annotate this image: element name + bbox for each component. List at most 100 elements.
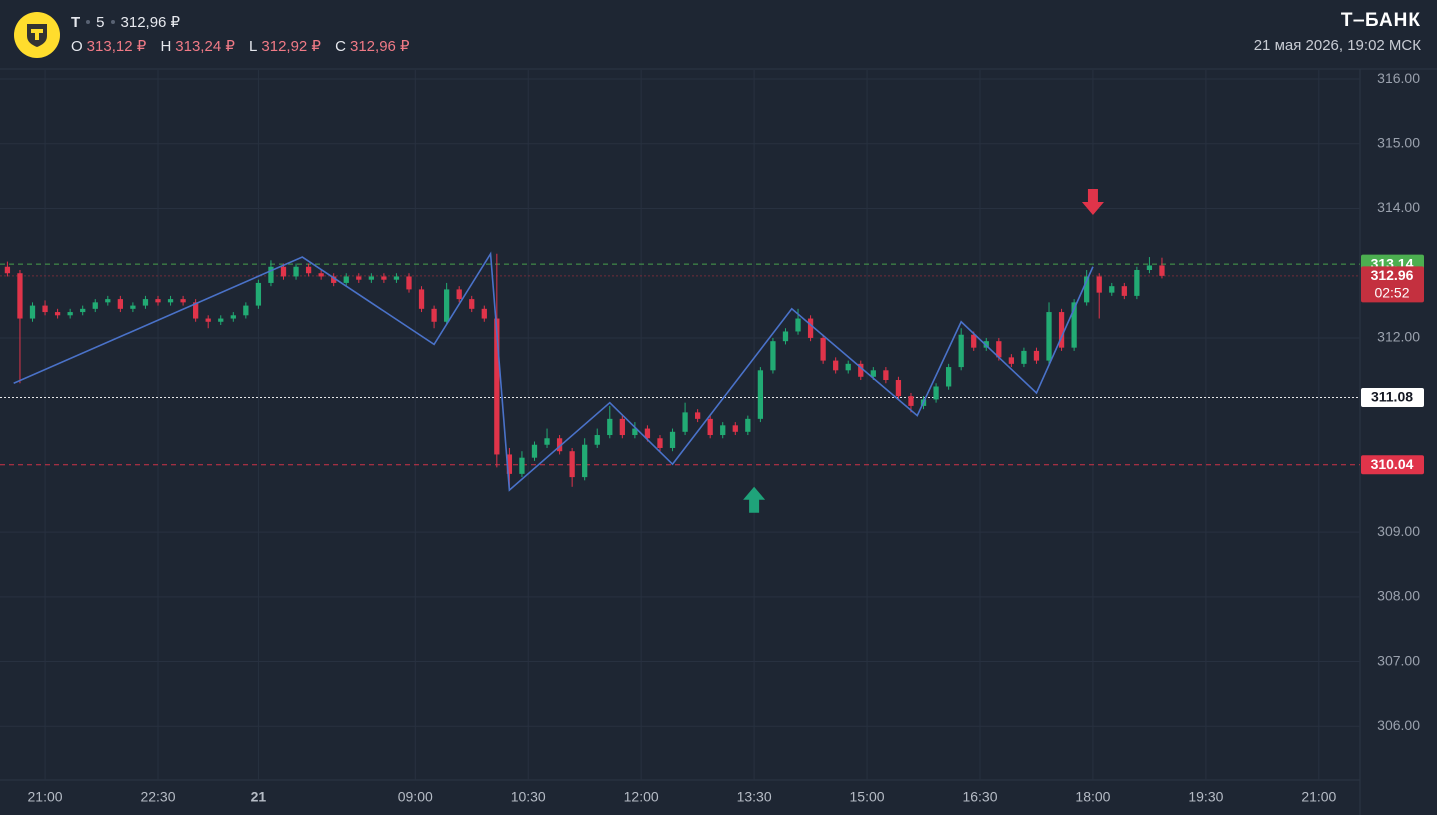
candle-body [770, 341, 776, 371]
x-tick-label: 12:00 [624, 789, 659, 805]
x-tick-label: 21 [251, 789, 267, 805]
price-label: 310.04 [1371, 456, 1414, 472]
x-tick-label: 19:30 [1188, 789, 1223, 805]
candle-body [732, 425, 738, 432]
candle-body [318, 273, 324, 277]
candle-body [193, 302, 199, 319]
candles [4, 253, 1165, 487]
candle-body [356, 276, 362, 280]
candle-body [594, 435, 600, 445]
brand: Т‒БАНК [1340, 10, 1421, 31]
candle-body [92, 302, 98, 309]
logo [14, 12, 60, 58]
candle-body [406, 276, 412, 290]
candle-body [694, 412, 701, 419]
price-label-box [1361, 455, 1424, 475]
candle-body [1096, 276, 1102, 293]
candle-body [1046, 312, 1052, 361]
candle-body [908, 396, 914, 406]
candle-body [757, 370, 764, 419]
y-tick-label: 316.00 [1377, 70, 1420, 86]
candle-body [569, 451, 575, 478]
candle-body [958, 334, 964, 368]
y-tick-label: 315.00 [1377, 134, 1420, 150]
ohlc-value: 312,92 ₽ [261, 38, 321, 55]
candle-body [870, 370, 876, 377]
candle-body [996, 341, 1002, 358]
ticker-row: T 5 312,96 ₽ [71, 13, 186, 31]
zigzag-line [13, 251, 1094, 492]
candle-body [469, 299, 475, 309]
candle-body [117, 299, 123, 309]
candle-body [745, 418, 751, 432]
candle-body [29, 305, 36, 319]
y-tick-label: 314.00 [1377, 199, 1420, 215]
ohlc-row: O 313,12 ₽ H 313,24 ₽ L 312,92 ₽ C 312,96 ₽ [71, 37, 420, 55]
candle-body [105, 299, 111, 303]
candle-body [17, 273, 23, 319]
candle-body [431, 308, 437, 322]
candle-body [556, 438, 563, 452]
candle-body [130, 305, 136, 309]
x-tick-label: 09:00 [398, 789, 433, 805]
candle-body [343, 276, 349, 283]
signal-arrow [1081, 189, 1104, 216]
y-tick-label: 307.00 [1377, 652, 1420, 668]
candle-body [720, 425, 726, 436]
candle-body [494, 318, 500, 455]
x-tick-label: 18:00 [1075, 789, 1110, 805]
header: T 5 312,96 ₽ O 313,12 ₽ H 313,24 ₽ L 312,92 ₽… [0, 0, 1437, 66]
candle-body [268, 266, 274, 283]
candle-body [619, 418, 625, 436]
x-tick-label: 16:30 [962, 789, 997, 805]
candle-body [895, 380, 902, 397]
candle-body [444, 289, 450, 322]
price-label: 311.08 [1371, 389, 1413, 405]
candle-body [243, 305, 249, 316]
candle-body [644, 428, 651, 439]
candle-body [205, 318, 211, 322]
ticker: T [71, 14, 81, 31]
candle-body [632, 428, 638, 436]
ohlc-key: H [160, 38, 172, 55]
ohlc-key: O [71, 38, 83, 55]
interval: 5 [96, 14, 105, 31]
price-label-box [1361, 387, 1424, 407]
candle-body [481, 308, 487, 319]
candle-body [1134, 269, 1140, 296]
candle-body [833, 360, 839, 371]
candle-body [1159, 265, 1165, 276]
ohlc-key: L [249, 38, 258, 55]
x-tick-label: 13:30 [737, 789, 772, 805]
y-tick-label: 306.00 [1377, 717, 1420, 733]
candle-body [155, 299, 161, 303]
candle-body [883, 370, 889, 381]
x-tick-label: 10:30 [511, 789, 546, 805]
candle-body [4, 266, 11, 274]
candle-body [1021, 350, 1027, 364]
candle-body [305, 266, 312, 274]
candle-body [820, 337, 826, 361]
candle-body [519, 457, 525, 474]
candle-body [782, 331, 789, 342]
x-tick-label: 22:30 [140, 789, 175, 805]
candle-body [845, 363, 851, 371]
ohlc-value: 312,96 ₽ [350, 38, 410, 55]
candle-body [933, 386, 939, 400]
last-price: 312,96 ₽ [120, 14, 181, 31]
candle-body [1121, 286, 1127, 296]
candle-body [795, 318, 801, 332]
candle-body [1033, 350, 1040, 361]
ohlc-key: C [335, 38, 346, 55]
candle-body [67, 312, 73, 316]
candle-body [280, 266, 287, 277]
candle-body [1058, 312, 1065, 348]
y-tick-label: 312.00 [1377, 329, 1420, 345]
candle-body [858, 363, 864, 377]
candle-body [657, 438, 663, 448]
candle-body [945, 367, 952, 387]
